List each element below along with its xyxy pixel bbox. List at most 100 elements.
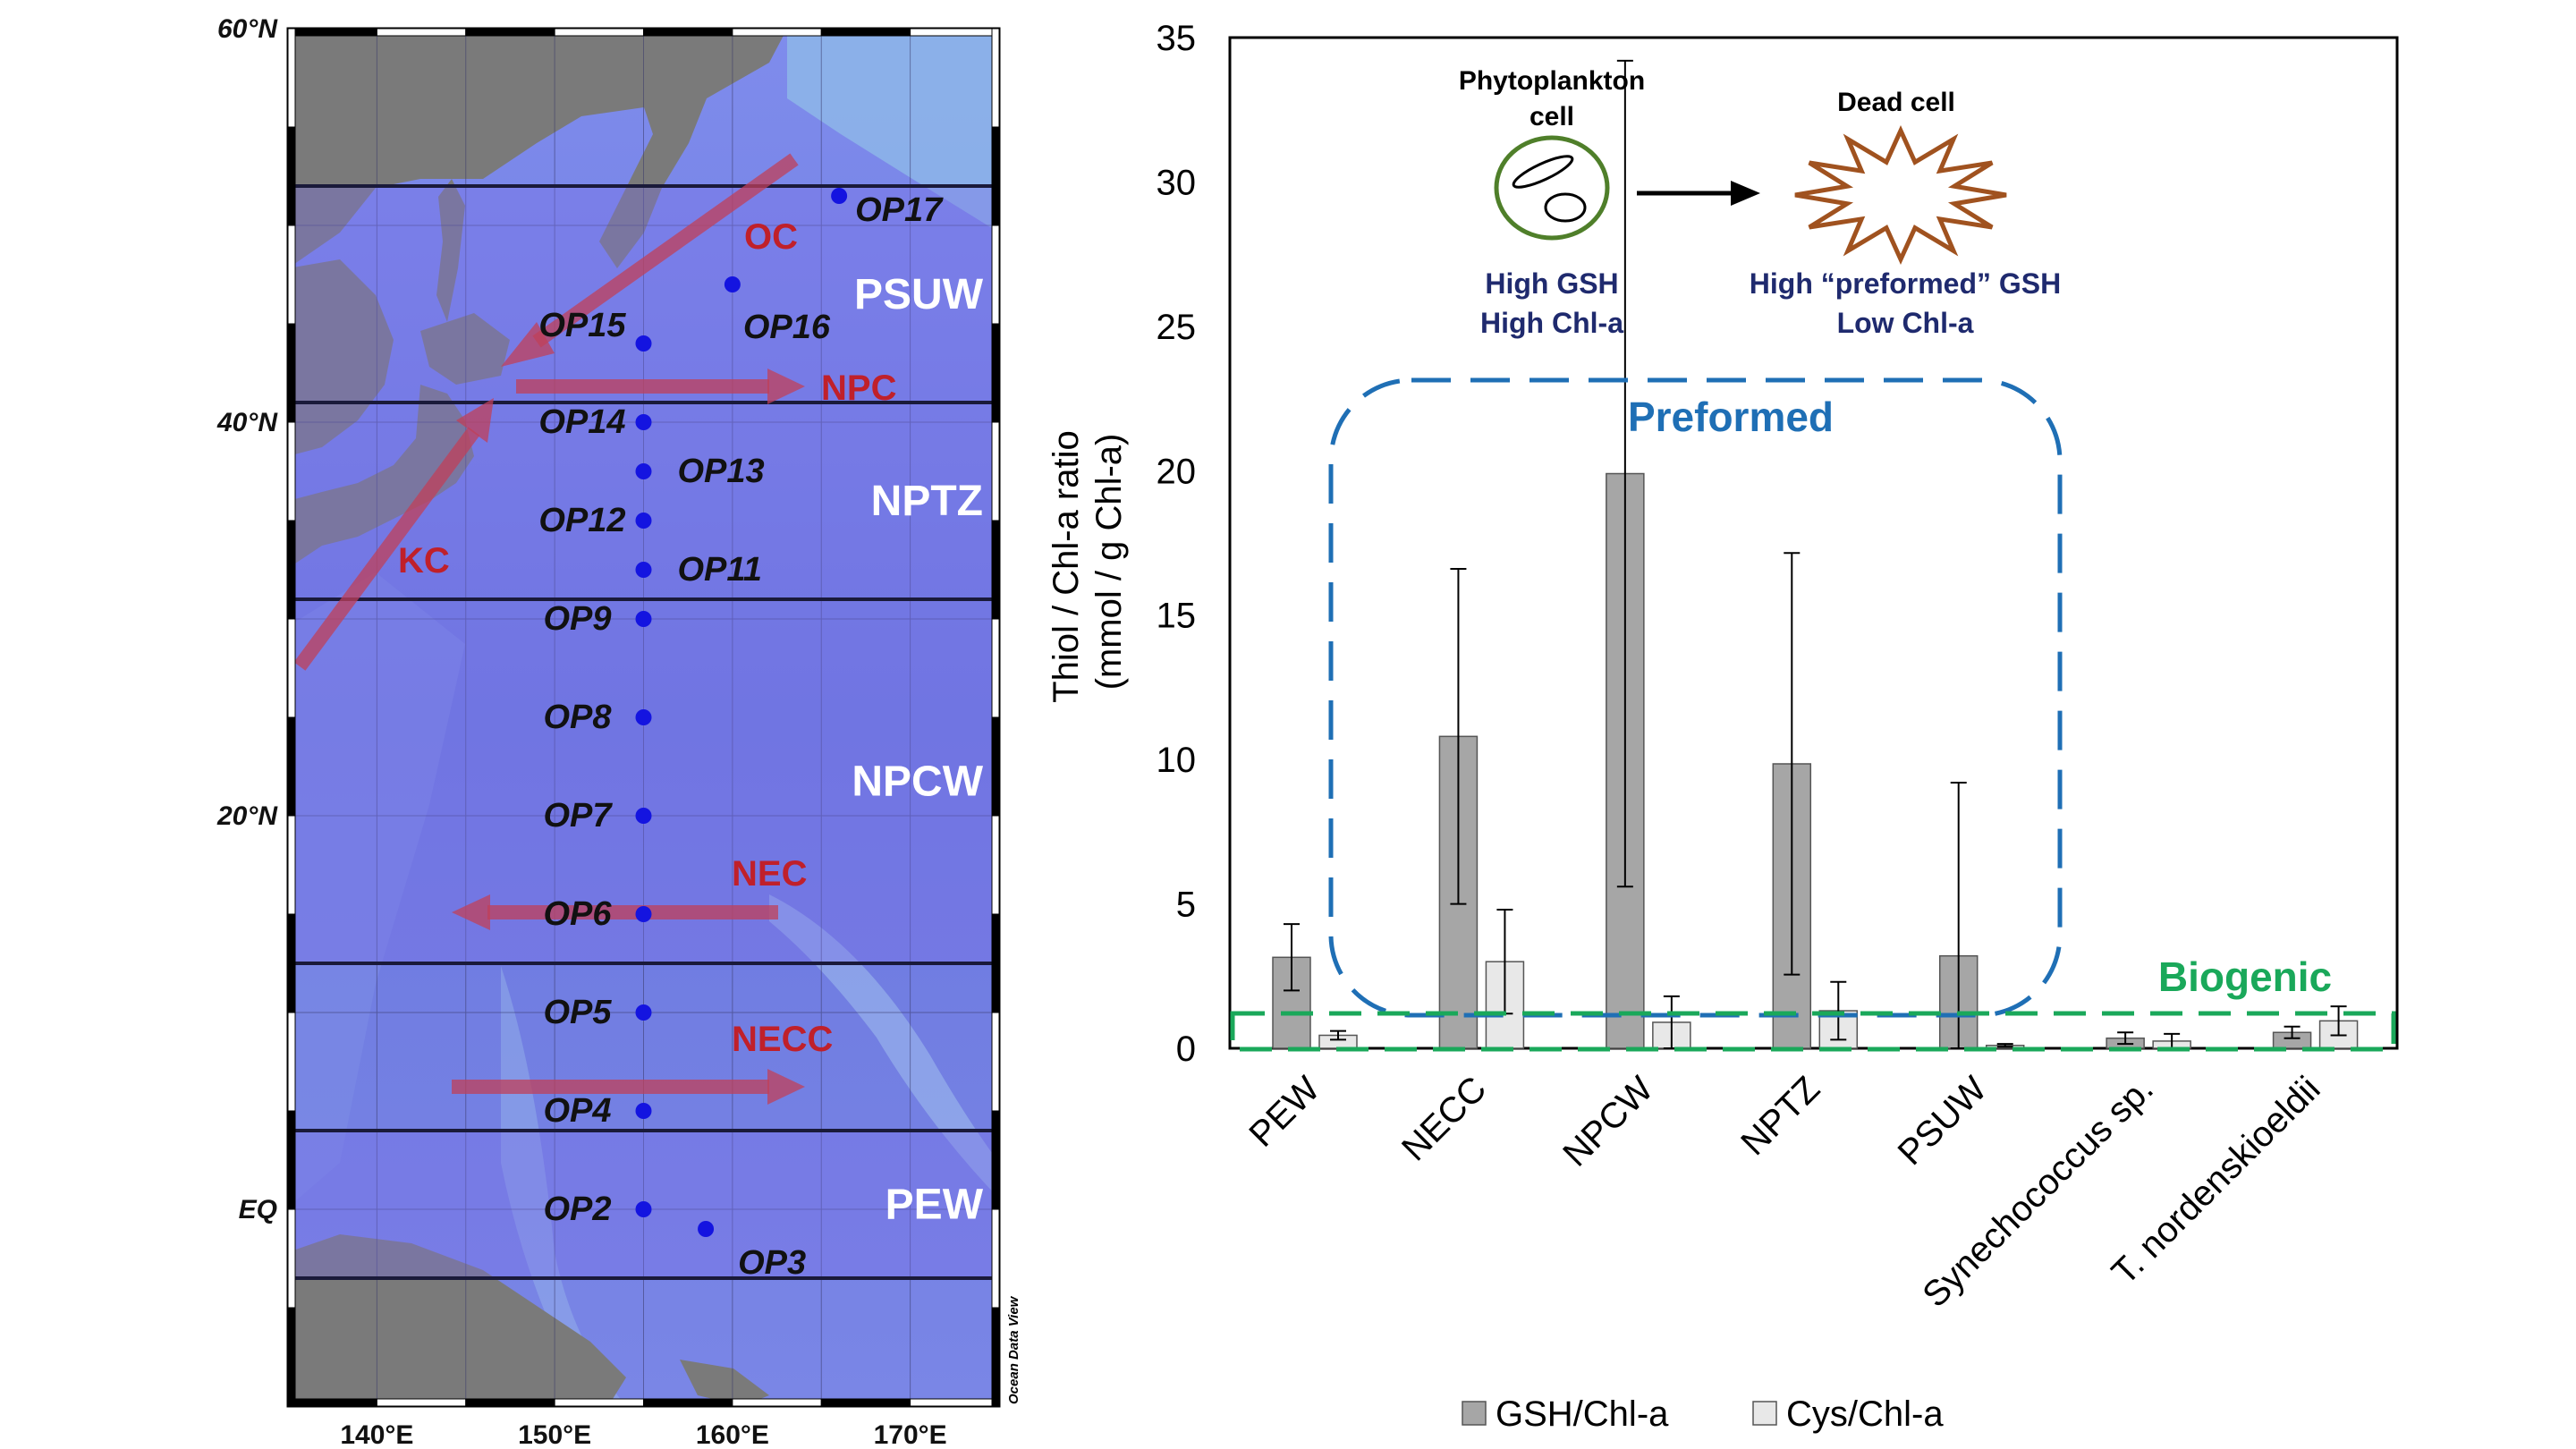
station-marker xyxy=(831,188,848,204)
shelf-area xyxy=(787,29,999,233)
map-frame-tick xyxy=(287,323,296,423)
map-frame-tick xyxy=(287,421,296,521)
category-label: NECC xyxy=(1394,1069,1494,1168)
station-marker xyxy=(635,463,652,479)
station-label: OP2 xyxy=(543,1191,611,1228)
map-lat-label: EQ xyxy=(239,1195,277,1224)
legend-label-gsh: GSH/Chl-a xyxy=(1496,1394,1669,1434)
map-panel: OP17 OP16 OP15 OP14 OP13 OP12 OP11 OP9 OP8 OP7 OP6… xyxy=(216,14,1021,1449)
land-solomon xyxy=(680,1360,769,1406)
land-asia xyxy=(288,259,394,456)
region-label-psuw: PSUW xyxy=(854,271,984,318)
map-lat-labels: 60°N 40°N 20°N EQ xyxy=(216,14,278,1224)
y-tick-label: 10 xyxy=(1157,741,1197,780)
y-axis-ticks: 0 5 10 15 20 25 30 35 xyxy=(1157,19,1197,1069)
region-label-nptz: NPTZ xyxy=(871,478,983,525)
plot-area xyxy=(1228,36,2399,1050)
biogenic-label: Biogenic xyxy=(2158,953,2332,1000)
map-frame-tick xyxy=(991,1307,1000,1407)
stations: OP17 OP16 OP15 OP14 OP13 OP12 OP11 OP9 OP8 OP7 OP6… xyxy=(538,188,944,1282)
station-marker xyxy=(635,414,652,430)
ocean-currents xyxy=(293,153,805,1105)
map-frame-tick xyxy=(991,225,1000,325)
map-lon-label: 150°E xyxy=(518,1420,591,1449)
nucleus-icon xyxy=(1544,192,1587,223)
region-box-psuw xyxy=(288,184,999,404)
map-lat-label: 60°N xyxy=(217,14,278,44)
y-tick-label: 5 xyxy=(1176,886,1196,925)
map-frame-tick xyxy=(991,1110,1000,1210)
kc-arrowhead xyxy=(456,398,494,443)
map-frame-tick xyxy=(287,28,377,37)
station-marker xyxy=(698,1221,715,1237)
map-frame-tick xyxy=(554,28,644,37)
legend-swatch-cys xyxy=(1752,1401,1777,1426)
current-label-npc: NPC xyxy=(821,369,896,408)
legend-swatch-gsh xyxy=(1462,1401,1487,1426)
map-frame-tick xyxy=(287,913,296,1013)
y-tick-label: 20 xyxy=(1157,452,1197,491)
map-frame-tick xyxy=(820,28,911,37)
current-label-nec: NEC xyxy=(732,854,807,894)
npc-arrowhead xyxy=(767,369,805,404)
nec-arrowhead xyxy=(452,894,490,930)
y-axis-label: Thiol / Chl-a ratio (mmol / g Chl-a) xyxy=(1046,420,1129,703)
map-frame-tick xyxy=(991,618,1000,718)
map-frame-tick xyxy=(287,815,296,915)
current-label-oc: OC xyxy=(744,217,798,257)
region-box-npcw xyxy=(288,597,999,965)
oc-arrowhead xyxy=(501,322,555,367)
legend: GSH/Chl-a Cys/Chl-a xyxy=(1462,1394,1944,1434)
ridge-area xyxy=(501,966,626,1406)
station-label: OP13 xyxy=(678,453,765,490)
y-axis-label-line1: Thiol / Chl-a ratio xyxy=(1046,430,1086,703)
map-frame-ticks xyxy=(287,28,1000,1407)
map-lon-label: 140°E xyxy=(340,1420,413,1449)
seamount-area xyxy=(769,894,999,1199)
station-marker xyxy=(635,562,652,578)
y-tick-label: 35 xyxy=(1157,19,1197,58)
map-frame-tick xyxy=(991,913,1000,1013)
odv-credit: Ocean Data View xyxy=(1006,1295,1021,1404)
map-frame-tick xyxy=(287,28,296,128)
map-frame-tick xyxy=(287,520,296,620)
map-frame-tick xyxy=(465,1398,555,1407)
map-frame-tick xyxy=(910,1398,1000,1407)
map-frame-tick xyxy=(287,1307,296,1407)
y-tick-label: 0 xyxy=(1176,1030,1196,1069)
category-label: PSUW xyxy=(1891,1069,1995,1173)
bar-chart-panel: 0 5 10 15 20 25 30 35 Thiol / Chl-a ratio (mmol… xyxy=(1046,19,2399,1434)
station-marker xyxy=(635,1201,652,1217)
kc-arrow xyxy=(293,427,480,671)
map-frame-tick xyxy=(554,1398,644,1407)
land-sakhalin xyxy=(436,179,465,322)
map-frame-tick xyxy=(287,1110,296,1210)
station-marker xyxy=(635,611,652,627)
station-label: OP6 xyxy=(543,895,612,933)
category-label: PEW xyxy=(1241,1069,1327,1155)
station-label: OP8 xyxy=(543,699,612,736)
map-frame-tick xyxy=(287,225,296,325)
live-cell-icon xyxy=(1494,135,1610,241)
station-marker xyxy=(635,1004,652,1021)
station-marker xyxy=(635,808,652,824)
necc-arrowhead xyxy=(767,1069,805,1105)
current-label-kc: KC xyxy=(398,541,450,580)
map-frame-tick xyxy=(376,28,467,37)
map-lat-label: 20°N xyxy=(216,801,278,831)
dead-trait-gsh: High “preformed” GSH xyxy=(1750,267,2061,300)
current-label-necc: NECC xyxy=(732,1020,833,1059)
map-frame-tick xyxy=(991,1012,1000,1112)
station-marker xyxy=(635,513,652,529)
map-frame-tick xyxy=(376,1398,467,1407)
map-frame-tick xyxy=(287,1398,377,1407)
dead-cell-icon xyxy=(1794,124,2007,266)
land-japan xyxy=(288,385,474,572)
map-frame-tick xyxy=(991,716,1000,817)
station-label: OP11 xyxy=(678,551,762,589)
biogenic-box xyxy=(1230,1011,2396,1052)
transition-arrowhead xyxy=(1731,181,1760,206)
oc-arrow xyxy=(532,153,799,348)
station-label: OP7 xyxy=(543,797,613,835)
